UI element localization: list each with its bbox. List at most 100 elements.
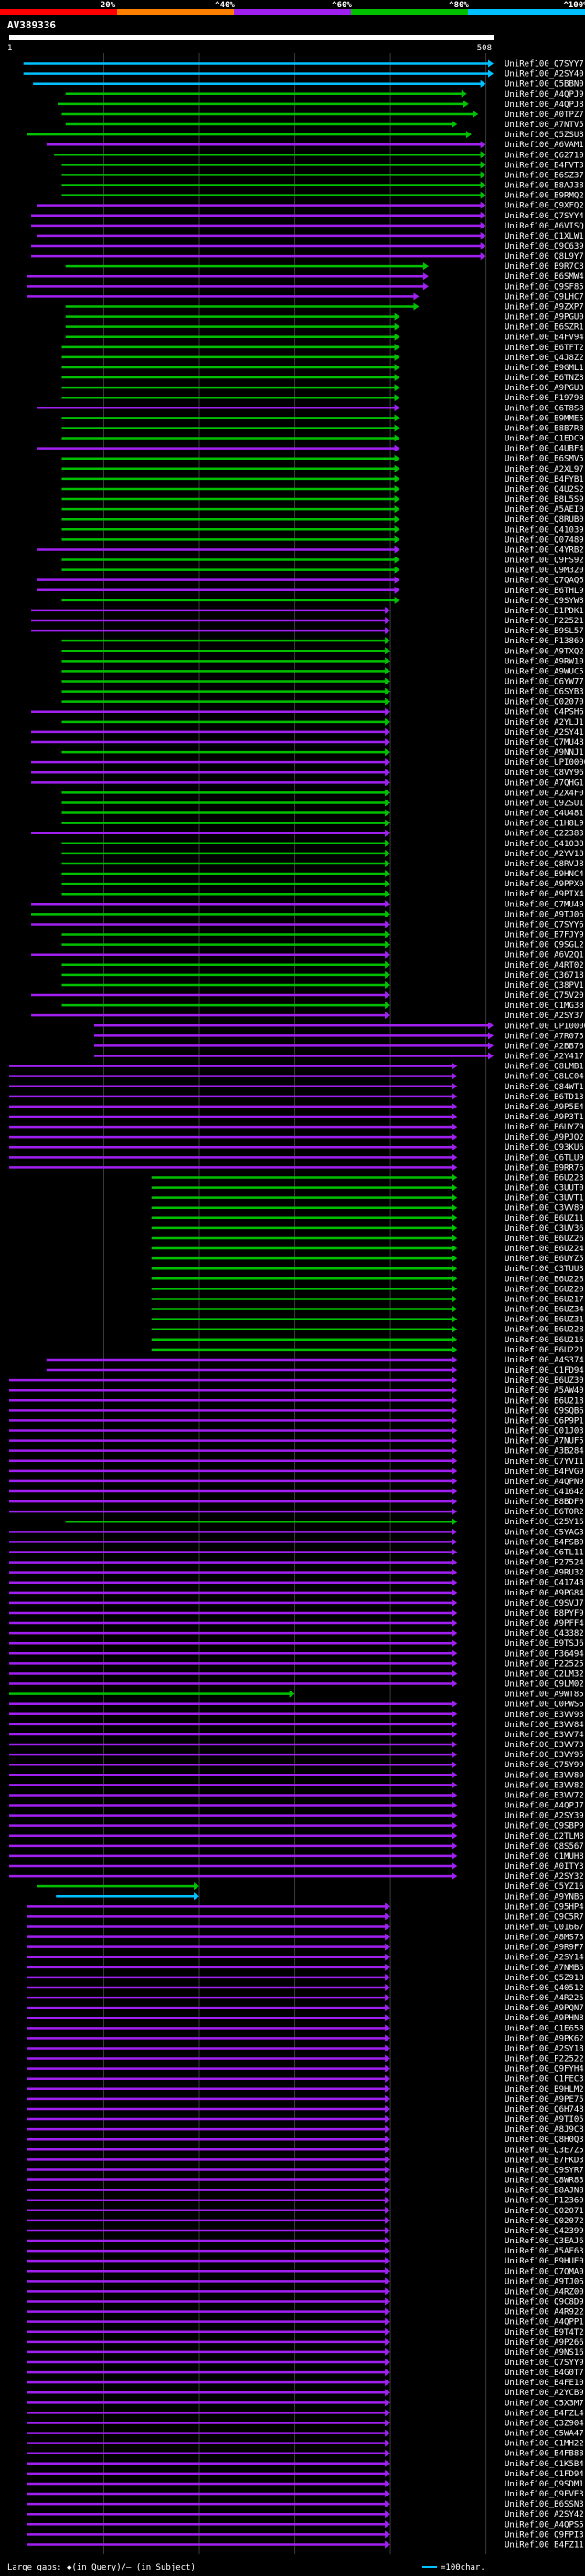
hit-label[interactable]: UniRef100_A2SY42 — [505, 2510, 584, 2519]
hit-row[interactable]: UniRef100_B3VV80 — [9, 1771, 584, 1780]
hit-row[interactable]: UniRef100_Q07489 — [61, 535, 584, 545]
hit-row[interactable]: UniRef100_Q0PWS6 — [9, 1700, 584, 1710]
hit-label[interactable]: UniRef100_A6V2Q1 — [505, 951, 584, 960]
hit-row[interactable]: UniRef100_A2YLJ1 — [61, 717, 584, 727]
hit-row[interactable]: UniRef100_Q1XLW1 — [37, 231, 584, 241]
hit-row[interactable]: UniRef100_Q95HP4 — [27, 1903, 584, 1912]
hit-label[interactable]: UniRef100_A9PFF4 — [505, 1619, 584, 1628]
hit-row[interactable]: UniRef100_B8BDF0 — [9, 1498, 584, 1507]
hit-row[interactable]: UniRef100_B6U228 — [151, 1325, 584, 1335]
hit-label[interactable]: UniRef100_A3B284 — [505, 1447, 584, 1457]
hit-label[interactable]: UniRef100_A2BB76 — [505, 1042, 584, 1051]
hit-label[interactable]: UniRef100_B6U221 — [505, 1346, 584, 1355]
hit-row[interactable]: UniRef100_B9R7C8 — [65, 262, 584, 271]
hit-label[interactable]: UniRef100_Q9C639 — [505, 242, 584, 251]
hit-label[interactable]: UniRef100_Q8RVJ8 — [505, 860, 584, 869]
hit-label[interactable]: UniRef100_B6TD13 — [505, 1093, 584, 1102]
hit-label[interactable]: UniRef100_P22522 — [505, 2055, 584, 2064]
hit-label[interactable]: UniRef100_A2SY14 — [505, 1954, 584, 1963]
hit-row[interactable]: UniRef100_B4FB88 — [27, 2449, 584, 2459]
hit-label[interactable]: UniRef100_A9PK62 — [505, 2034, 584, 2043]
hit-row[interactable]: UniRef100_B6TFT2 — [61, 343, 584, 353]
hit-label[interactable]: UniRef100_B6UYZ5 — [505, 1255, 584, 1264]
hit-row[interactable]: UniRef100_B9MME5 — [61, 414, 584, 423]
hit-row[interactable]: UniRef100_Q9FYH4 — [27, 2064, 584, 2074]
hit-row[interactable]: UniRef100_UPI0000... — [94, 1022, 585, 1031]
hit-label[interactable]: UniRef100_Q5Z918 — [505, 1974, 584, 1983]
hit-row[interactable]: UniRef100_Q84WT1 — [9, 1082, 584, 1092]
hit-label[interactable]: UniRef100_A9P5E4 — [505, 1103, 584, 1112]
hit-label[interactable]: UniRef100_B6SMV5 — [505, 455, 584, 464]
hit-label[interactable]: UniRef100_Q9SGL2 — [505, 941, 584, 950]
hit-row[interactable]: UniRef100_A4QPN9 — [9, 1477, 584, 1487]
hit-label[interactable]: UniRef100_A4QPP1 — [505, 2318, 584, 2327]
hit-row[interactable]: UniRef100_Q8WR83 — [27, 2176, 584, 2186]
hit-row[interactable]: UniRef100_Q22383 — [31, 829, 584, 839]
hit-label[interactable]: UniRef100_B9SL57 — [505, 627, 584, 636]
hit-row[interactable]: UniRef100_B4G0T7 — [27, 2369, 584, 2378]
hit-label[interactable]: UniRef100_A2YLJ1 — [505, 718, 584, 727]
hit-row[interactable]: UniRef100_C5YZ16 — [37, 1882, 584, 1892]
hit-label[interactable]: UniRef100_C1E658 — [505, 2024, 584, 2033]
hit-label[interactable]: UniRef100_C1MH22 — [505, 2440, 584, 2449]
hit-row[interactable]: UniRef100_Q38PV1 — [61, 981, 584, 991]
hit-label[interactable]: UniRef100_UPI0000... — [505, 758, 585, 768]
hit-row[interactable]: UniRef100_Q8VY96 — [31, 769, 584, 778]
hit-row[interactable]: UniRef100_A8J9C8 — [27, 2125, 584, 2135]
hit-row[interactable]: UniRef100_C1MH22 — [27, 2439, 584, 2449]
hit-row[interactable]: UniRef100_A9PHN8 — [27, 2014, 584, 2023]
hit-row[interactable]: UniRef100_B6UZ34 — [151, 1305, 584, 1315]
hit-row[interactable]: UniRef100_Q9C639 — [31, 242, 584, 251]
hit-row[interactable]: UniRef100_Q9SVJ7 — [9, 1598, 584, 1608]
hit-label[interactable]: UniRef100_P13869 — [505, 637, 584, 646]
hit-row[interactable]: UniRef100_Q01J03 — [9, 1426, 584, 1436]
hit-row[interactable]: UniRef100_C3UVT1 — [151, 1193, 584, 1203]
hit-label[interactable]: UniRef100_Q3E7Z5 — [505, 2146, 584, 2155]
hit-label[interactable]: UniRef100_B9HLM2 — [505, 2085, 584, 2094]
hit-row[interactable]: UniRef100_Q7MU48 — [31, 737, 584, 747]
hit-label[interactable]: UniRef100_A6VISQ — [505, 222, 584, 231]
hit-label[interactable]: UniRef100_A2YV18 — [505, 850, 584, 859]
hit-row[interactable]: UniRef100_Q41642 — [9, 1488, 584, 1497]
hit-label[interactable]: UniRef100_C3UUT0 — [505, 1184, 584, 1193]
hit-label[interactable]: UniRef100_B3VV73 — [505, 1741, 584, 1750]
hit-label[interactable]: UniRef100_A9PIX4 — [505, 890, 584, 899]
hit-row[interactable]: UniRef100_B6U224 — [151, 1245, 584, 1254]
hit-row[interactable]: UniRef100_A2SY40 — [23, 69, 584, 80]
hit-label[interactable]: UniRef100_A2X4F0 — [505, 789, 584, 798]
hit-row[interactable]: UniRef100_Q9SDM1 — [27, 2479, 584, 2489]
hit-row[interactable]: UniRef100_C6TL11 — [9, 1548, 584, 1557]
hit-row[interactable]: UniRef100_C4YRB2 — [37, 546, 584, 555]
hit-row[interactable]: UniRef100_B3VV72 — [9, 1791, 584, 1800]
hit-row[interactable]: UniRef100_Q6H748 — [27, 2104, 584, 2115]
hit-label[interactable]: UniRef100_Q9SYW8 — [505, 597, 584, 606]
hit-label[interactable]: UniRef100_Q0PWS6 — [505, 1701, 584, 1710]
hit-label[interactable]: UniRef100_A7NMB5 — [505, 1964, 584, 1973]
hit-row[interactable]: UniRef100_Q3EAJ6 — [27, 2237, 584, 2246]
hit-label[interactable]: UniRef100_B9R7C8 — [505, 262, 584, 271]
hit-row[interactable]: UniRef100_B3VV82 — [9, 1781, 584, 1790]
hit-label[interactable]: UniRef100_Q01667 — [505, 1924, 584, 1933]
hit-label[interactable]: UniRef100_A7NUF5 — [505, 1437, 584, 1447]
hit-label[interactable]: UniRef100_Q02070 — [505, 698, 584, 707]
hit-label[interactable]: UniRef100_Q6H748 — [505, 2105, 584, 2115]
hit-label[interactable]: UniRef100_B8AJN8 — [505, 2187, 584, 2196]
hit-row[interactable]: UniRef100_Q41038 — [61, 839, 584, 849]
hit-label[interactable]: UniRef100_Q2LM32 — [505, 1670, 584, 1679]
hit-label[interactable]: UniRef100_Q01J03 — [505, 1427, 584, 1436]
hit-label[interactable]: UniRef100_C3VV89 — [505, 1204, 584, 1214]
hit-label[interactable]: UniRef100_A5AEI0 — [505, 505, 584, 514]
hit-row[interactable]: UniRef100_Q62710 — [54, 151, 584, 160]
hit-row[interactable]: UniRef100_A9P5E4 — [9, 1102, 584, 1112]
hit-row[interactable]: UniRef100_A9NS16 — [27, 2348, 584, 2358]
hit-label[interactable]: UniRef100_C6TL11 — [505, 1548, 584, 1557]
hit-label[interactable]: UniRef100_Q62710 — [505, 151, 584, 160]
hit-row[interactable]: UniRef100_A2SY37 — [31, 1012, 584, 1021]
hit-row[interactable]: UniRef100_Q8H0Q3 — [27, 2136, 584, 2145]
hit-row[interactable]: UniRef100_Q9M320 — [61, 566, 584, 576]
hit-row[interactable]: UniRef100_C5X3M7 — [27, 2399, 584, 2408]
hit-label[interactable]: UniRef100_B6UYZ9 — [505, 1123, 584, 1132]
hit-label[interactable]: UniRef100_Q22383 — [505, 830, 584, 839]
hit-row[interactable]: UniRef100_C1MG38 — [61, 1002, 584, 1011]
hit-label[interactable]: UniRef100_C3TUU3 — [505, 1265, 584, 1274]
